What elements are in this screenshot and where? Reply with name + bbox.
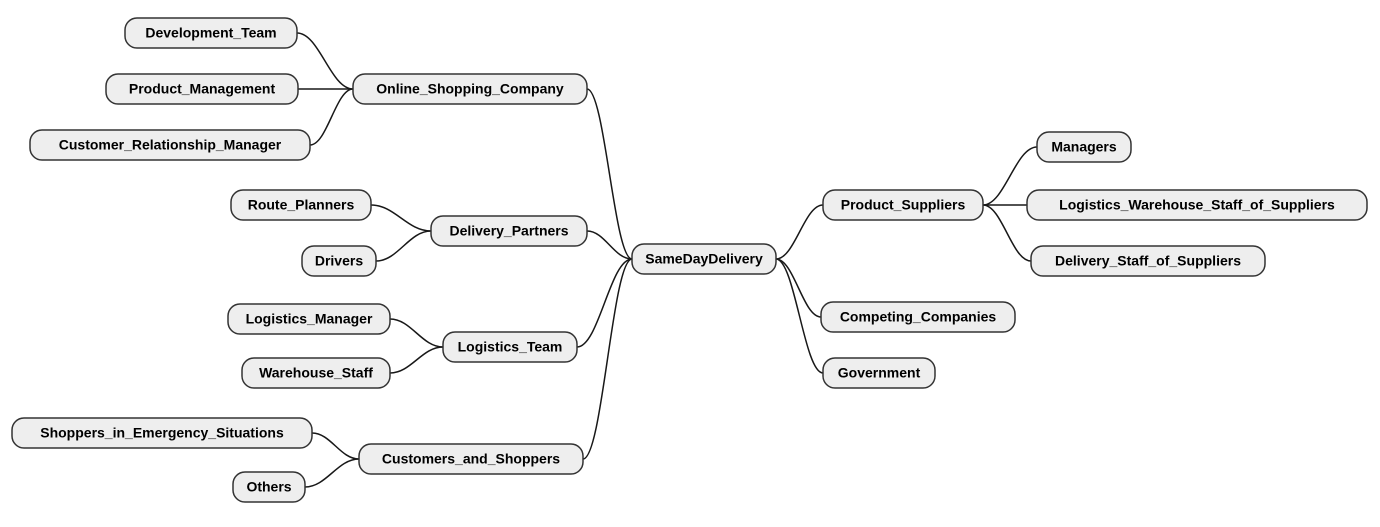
node-crm: Customer_Relationship_Manager	[30, 130, 310, 160]
edge-osc-dev	[297, 33, 353, 89]
node-label-mgr: Managers	[1051, 139, 1117, 155]
node-label-cc: Competing_Companies	[840, 309, 997, 325]
node-lws: Logistics_Warehouse_Staff_of_Suppliers	[1027, 190, 1367, 220]
node-drv: Drivers	[302, 246, 376, 276]
node-ws: Warehouse_Staff	[242, 358, 390, 388]
node-dev: Development_Team	[125, 18, 297, 48]
node-cs: Customers_and_Shoppers	[359, 444, 583, 474]
node-gov: Government	[823, 358, 935, 388]
node-label-lt: Logistics_Team	[458, 339, 563, 355]
node-pm: Product_Management	[106, 74, 298, 104]
edge-root-ps	[776, 205, 823, 259]
node-ses: Shoppers_in_Emergency_Situations	[12, 418, 312, 448]
node-ps: Product_Suppliers	[823, 190, 983, 220]
node-osc: Online_Shopping_Company	[353, 74, 587, 104]
node-label-oth: Others	[246, 479, 291, 495]
edge-osc-crm	[310, 89, 353, 145]
edge-root-dp	[587, 231, 632, 259]
node-label-dss: Delivery_Staff_of_Suppliers	[1055, 253, 1241, 269]
node-oth: Others	[233, 472, 305, 502]
node-label-dp: Delivery_Partners	[449, 223, 568, 239]
node-label-gov: Government	[838, 365, 921, 381]
node-rp: Route_Planners	[231, 190, 371, 220]
node-dp: Delivery_Partners	[431, 216, 587, 246]
edge-cs-ses	[312, 433, 359, 459]
node-lt: Logistics_Team	[443, 332, 577, 362]
edge-dp-drv	[376, 231, 431, 261]
node-label-drv: Drivers	[315, 253, 363, 269]
node-label-root: SameDayDelivery	[645, 251, 763, 267]
node-label-dev: Development_Team	[145, 25, 276, 41]
edge-dp-rp	[371, 205, 431, 231]
node-root: SameDayDelivery	[632, 244, 776, 274]
edge-root-cs	[583, 259, 632, 459]
node-label-rp: Route_Planners	[248, 197, 355, 213]
edge-lt-lm	[390, 319, 443, 347]
node-lm: Logistics_Manager	[228, 304, 390, 334]
node-label-crm: Customer_Relationship_Manager	[59, 137, 282, 153]
edge-cs-oth	[305, 459, 359, 487]
node-label-lm: Logistics_Manager	[246, 311, 373, 327]
mindmap-canvas: SameDayDelivery Online_Shopping_Company De…	[0, 0, 1380, 527]
node-label-ps: Product_Suppliers	[841, 197, 966, 213]
node-label-ws: Warehouse_Staff	[259, 365, 373, 381]
edge-root-osc	[587, 89, 632, 259]
node-label-osc: Online_Shopping_Company	[376, 81, 564, 97]
node-label-lws: Logistics_Warehouse_Staff_of_Suppliers	[1059, 197, 1335, 213]
node-dss: Delivery_Staff_of_Suppliers	[1031, 246, 1265, 276]
node-label-ses: Shoppers_in_Emergency_Situations	[40, 425, 284, 441]
node-cc: Competing_Companies	[821, 302, 1015, 332]
edge-ps-dss	[983, 205, 1031, 261]
edge-root-cc	[776, 259, 821, 317]
edge-lt-ws	[390, 347, 443, 373]
node-label-pm: Product_Management	[129, 81, 276, 97]
node-mgr: Managers	[1037, 132, 1131, 162]
node-label-cs: Customers_and_Shoppers	[382, 451, 560, 467]
